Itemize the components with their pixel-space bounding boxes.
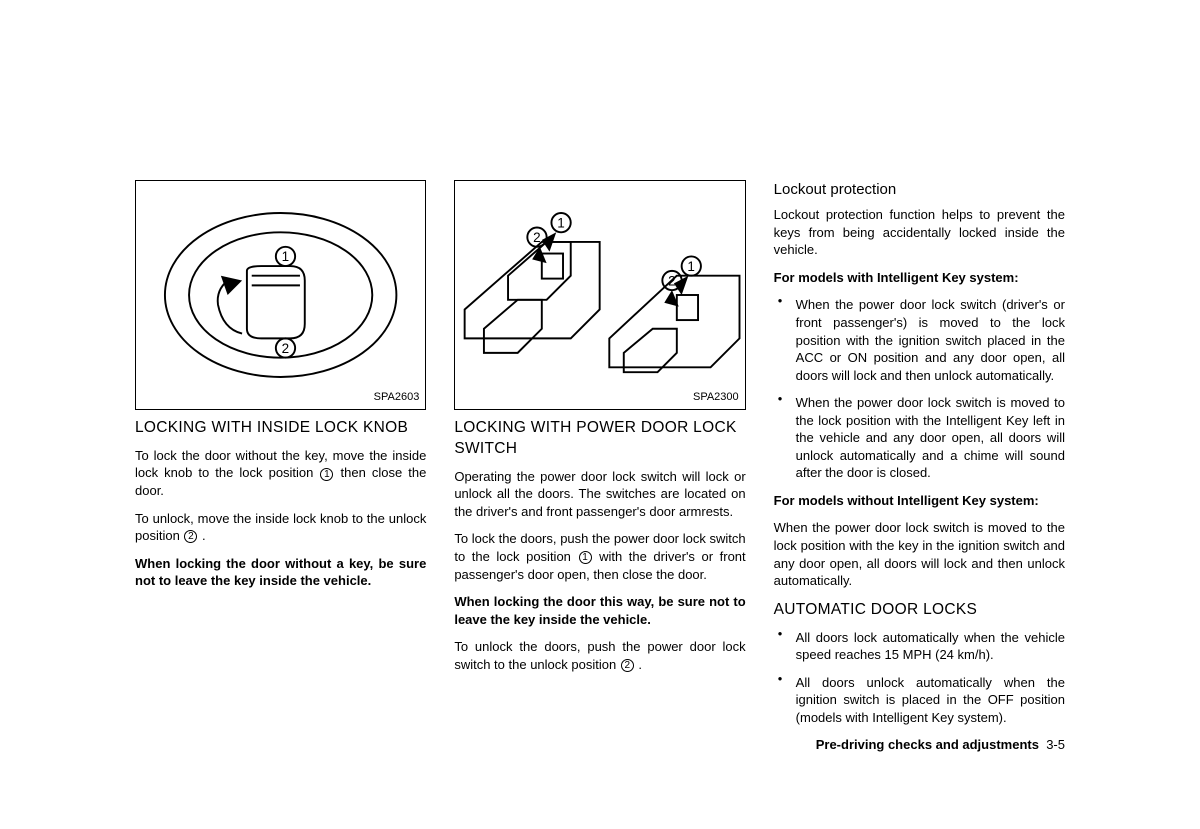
text: . (198, 528, 205, 543)
text: . (635, 657, 642, 672)
list-item: All doors unlock automatically when the … (774, 674, 1065, 727)
svg-text:1: 1 (282, 249, 290, 264)
heading-lock-knob: LOCKING WITH INSIDE LOCK KNOB (135, 418, 426, 439)
para-bold: When locking the door without a key, be … (135, 555, 426, 590)
heading-auto-locks: AUTOMATIC DOOR LOCKS (774, 600, 1065, 621)
list-item: All doors lock automatically when the ve… (774, 629, 1065, 664)
page-footer: Pre-driving checks and adjustments 3-5 (774, 736, 1065, 754)
circled-2-icon: 2 (621, 659, 634, 672)
heading-power-lock: LOCKING WITH POWER DOOR LOCK SWITCH (454, 418, 745, 460)
column-2: 1 2 1 2 SPA2300 LOCKING WITH POWER DOOR … (454, 180, 745, 754)
list-item: When the power door lock switch is moved… (774, 394, 1065, 482)
figure-lock-knob: 1 2 SPA2603 (135, 180, 426, 410)
svg-text:2: 2 (282, 341, 290, 356)
column-1: 1 2 SPA2603 LOCKING WITH INSIDE LOCK KNO… (135, 180, 426, 754)
svg-text:2: 2 (533, 230, 541, 245)
para-bold: When locking the door this way, be sure … (454, 593, 745, 628)
para: To unlock the doors, push the power door… (454, 638, 745, 673)
text: To unlock the doors, push the power door… (454, 639, 745, 672)
circled-1-icon: 1 (320, 468, 333, 481)
page-columns: 1 2 SPA2603 LOCKING WITH INSIDE LOCK KNO… (135, 180, 1065, 754)
para: To unlock, move the inside lock knob to … (135, 510, 426, 545)
figure-power-lock: 1 2 1 2 SPA2300 (454, 180, 745, 410)
column-3: Lockout protection Lockout protection fu… (774, 180, 1065, 754)
bullet-list: When the power door lock switch (driver'… (774, 296, 1065, 481)
para: Lockout protection function helps to pre… (774, 206, 1065, 259)
circled-1-icon: 1 (579, 551, 592, 564)
svg-text:1: 1 (688, 259, 696, 274)
figure-caption: SPA2603 (374, 390, 420, 405)
circled-2-icon: 2 (184, 530, 197, 543)
footer-section: Pre-driving checks and adjustments (816, 737, 1039, 752)
svg-text:1: 1 (558, 215, 566, 230)
text: To unlock, move the inside lock knob to … (135, 511, 426, 544)
subheading-lockout: Lockout protection (774, 180, 1065, 200)
para-bold: For models without Intelligent Key syste… (774, 492, 1065, 510)
para: Operating the power door lock switch wil… (454, 468, 745, 521)
bullet-list: All doors lock automatically when the ve… (774, 629, 1065, 727)
para: To lock the doors, push the power door l… (454, 530, 745, 583)
figure-caption: SPA2300 (693, 390, 739, 405)
para-bold: For models with Intelligent Key system: (774, 269, 1065, 287)
para: When the power door lock switch is moved… (774, 519, 1065, 589)
para: To lock the door without the key, move t… (135, 447, 426, 500)
svg-text:2: 2 (668, 273, 676, 288)
list-item: When the power door lock switch (driver'… (774, 296, 1065, 384)
footer-page: 3-5 (1046, 737, 1065, 752)
